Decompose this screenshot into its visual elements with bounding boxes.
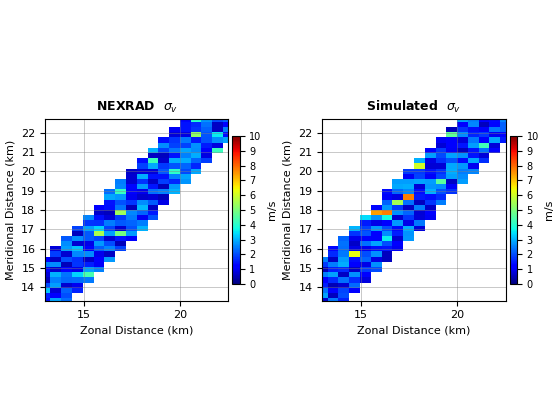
Title: Simulated  $\sigma_v$: Simulated $\sigma_v$ [366, 99, 461, 115]
Title: NEXRAD  $\sigma_v$: NEXRAD $\sigma_v$ [96, 100, 178, 115]
X-axis label: Zonal Distance (km): Zonal Distance (km) [357, 326, 470, 336]
Y-axis label: Meridional Distance (km): Meridional Distance (km) [6, 140, 16, 280]
Y-axis label: m/s: m/s [267, 200, 277, 220]
Y-axis label: Meridional Distance (km): Meridional Distance (km) [283, 140, 293, 280]
Y-axis label: m/s: m/s [544, 200, 554, 220]
X-axis label: Zonal Distance (km): Zonal Distance (km) [80, 326, 193, 336]
